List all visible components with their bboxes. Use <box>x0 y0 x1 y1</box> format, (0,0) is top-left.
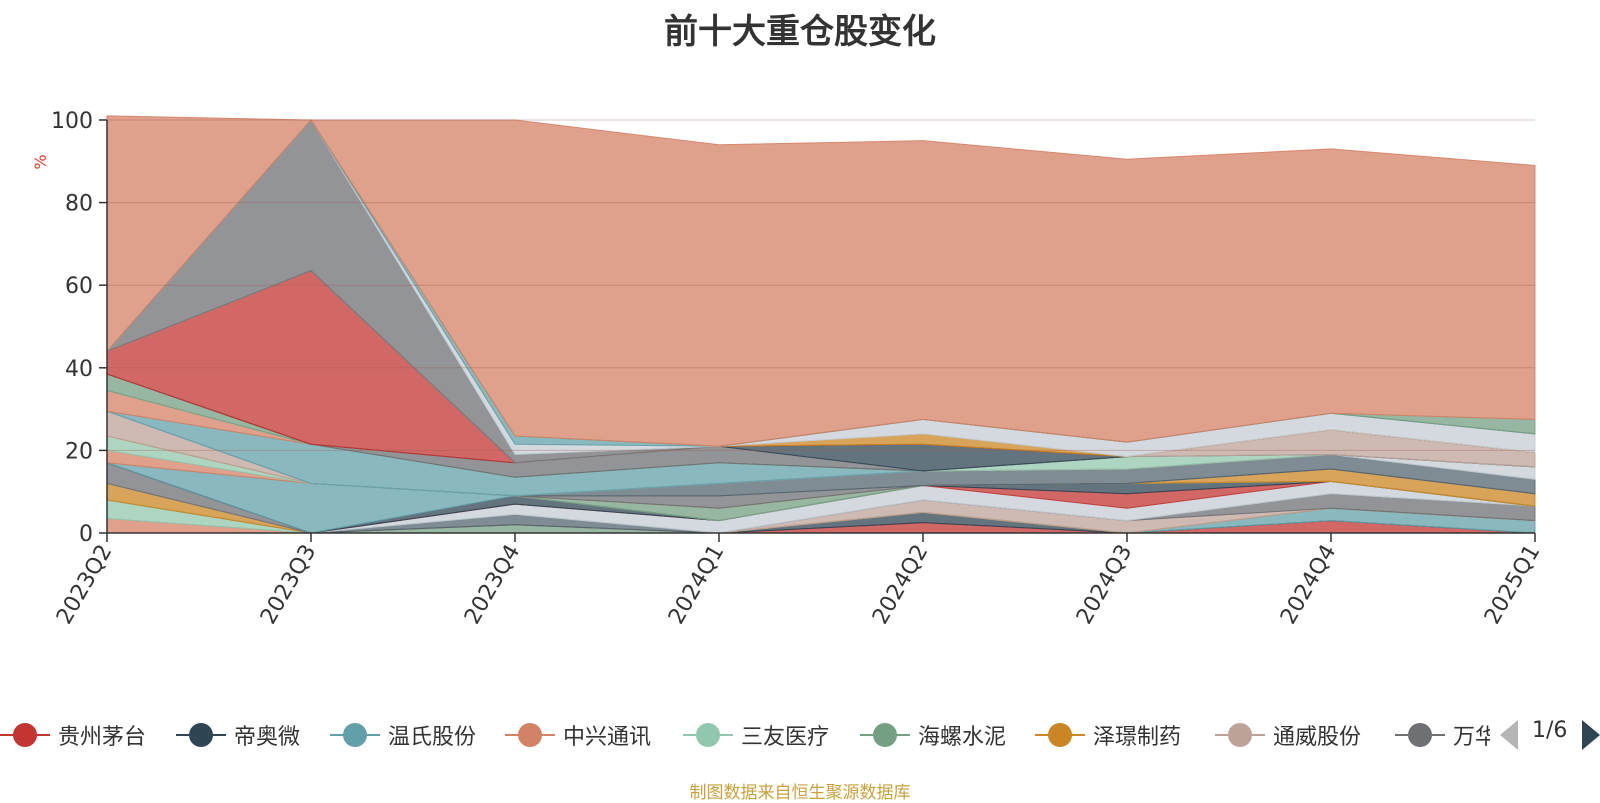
source-note: 制图数据来自恒生聚源数据库 <box>689 783 911 803</box>
x-tick-label: 2023Q3 <box>256 541 321 629</box>
legend-marker-icon <box>505 720 555 750</box>
legend-marker-icon <box>860 720 910 750</box>
legend-item-label: 泽璟制药 <box>1093 725 1182 750</box>
y-tick-label: 0 <box>79 522 93 547</box>
legend-next-page-icon[interactable] <box>1582 720 1600 750</box>
legend-item[interactable]: 中兴通讯 <box>505 710 651 760</box>
legend-item-label: 温氏股份 <box>388 725 477 750</box>
x-tick-label: 2023Q2 <box>52 541 117 629</box>
legend-marker-icon <box>683 720 733 750</box>
legend-item[interactable]: 万华化学 <box>1395 710 1490 760</box>
legend-marker-icon <box>176 720 226 750</box>
legend-item-label: 中兴通讯 <box>563 725 652 750</box>
chart-title: 前十大重仓股变化 <box>664 12 936 52</box>
legend-item-label: 三友医疗 <box>741 725 830 750</box>
legend-item[interactable]: 帝奥微 <box>176 710 300 760</box>
legend-pager: 1/6 <box>1500 718 1600 752</box>
x-tick-label: 2025Q1 <box>1480 541 1545 629</box>
grid-lines <box>107 119 1535 451</box>
y-tick-label: 100 <box>51 109 93 134</box>
y-tick-label: 20 <box>65 439 93 464</box>
legend-marker-icon <box>330 720 380 750</box>
legend-item[interactable]: 贵州茅台 <box>0 710 146 760</box>
legend-item[interactable]: 通威股份 <box>1215 710 1361 760</box>
x-tick-label: 2024Q4 <box>1276 541 1341 629</box>
x-tick-label: 2024Q3 <box>1072 541 1137 629</box>
area-series-37 <box>106 115 1536 447</box>
legend-item-label: 帝奥微 <box>234 725 301 750</box>
y-axis-label: % <box>31 154 50 169</box>
y-tick-label: 40 <box>65 357 93 382</box>
area-series <box>106 115 1536 534</box>
legend: 贵州茅台 帝奥微 温氏股份 中兴通讯 三友医疗 海螺水泥 泽璟制药 通威股份 万华化学 <box>0 710 1490 760</box>
legend-item-label: 通威股份 <box>1273 725 1362 750</box>
legend-prev-page-icon[interactable] <box>1500 720 1518 750</box>
legend-item-label: 贵州茅台 <box>58 725 147 750</box>
x-tick-label: 2024Q1 <box>664 541 729 629</box>
legend-marker-icon <box>1215 720 1265 750</box>
legend-item-label: 海螺水泥 <box>918 725 1007 750</box>
legend-page-indicator: 1/6 <box>1532 718 1568 743</box>
y-tick-label: 60 <box>65 274 93 299</box>
legend-marker-icon <box>0 720 50 750</box>
legend-item[interactable]: 温氏股份 <box>330 710 476 760</box>
legend-item[interactable]: 泽璟制药 <box>1035 710 1181 760</box>
legend-marker-icon <box>1035 720 1085 750</box>
x-tick-label: 2023Q4 <box>460 541 525 629</box>
legend-marker-icon <box>1395 720 1445 750</box>
legend-item[interactable]: 海螺水泥 <box>860 710 1006 760</box>
legend-item-label: 万华化学 <box>1453 725 1490 750</box>
x-tick-label: 2024Q2 <box>868 541 933 629</box>
legend-item[interactable]: 三友医疗 <box>683 710 829 760</box>
y-tick-label: 80 <box>65 192 93 217</box>
